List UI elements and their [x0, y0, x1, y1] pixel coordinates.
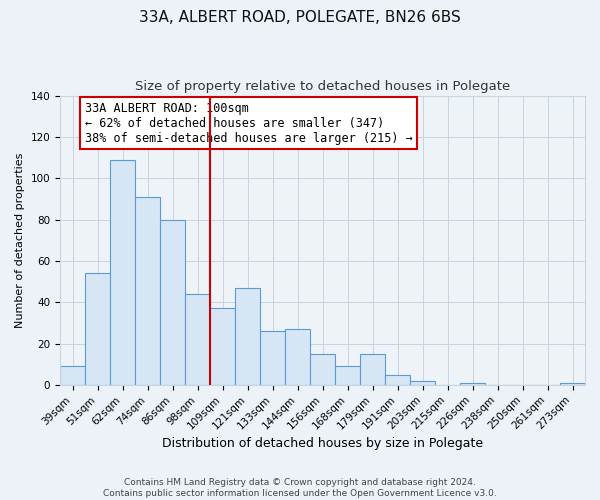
Bar [210, 308, 235, 385]
Bar [385, 374, 410, 385]
Bar [85, 274, 110, 385]
Bar [185, 294, 210, 385]
Bar [110, 160, 135, 385]
Y-axis label: Number of detached properties: Number of detached properties [15, 152, 25, 328]
Bar [260, 331, 285, 385]
Title: Size of property relative to detached houses in Polegate: Size of property relative to detached ho… [135, 80, 510, 93]
Bar [285, 329, 310, 385]
Bar [135, 197, 160, 385]
Text: 33A ALBERT ROAD: 100sqm
← 62% of detached houses are smaller (347)
38% of semi-d: 33A ALBERT ROAD: 100sqm ← 62% of detache… [85, 102, 413, 145]
Text: Contains HM Land Registry data © Crown copyright and database right 2024.
Contai: Contains HM Land Registry data © Crown c… [103, 478, 497, 498]
Bar [235, 288, 260, 385]
Bar [60, 366, 85, 385]
Bar [335, 366, 360, 385]
Bar [160, 220, 185, 385]
X-axis label: Distribution of detached houses by size in Polegate: Distribution of detached houses by size … [162, 437, 483, 450]
Bar [410, 380, 435, 385]
Text: 33A, ALBERT ROAD, POLEGATE, BN26 6BS: 33A, ALBERT ROAD, POLEGATE, BN26 6BS [139, 10, 461, 25]
Bar [310, 354, 335, 385]
Bar [360, 354, 385, 385]
Bar [560, 383, 585, 385]
Bar [460, 383, 485, 385]
